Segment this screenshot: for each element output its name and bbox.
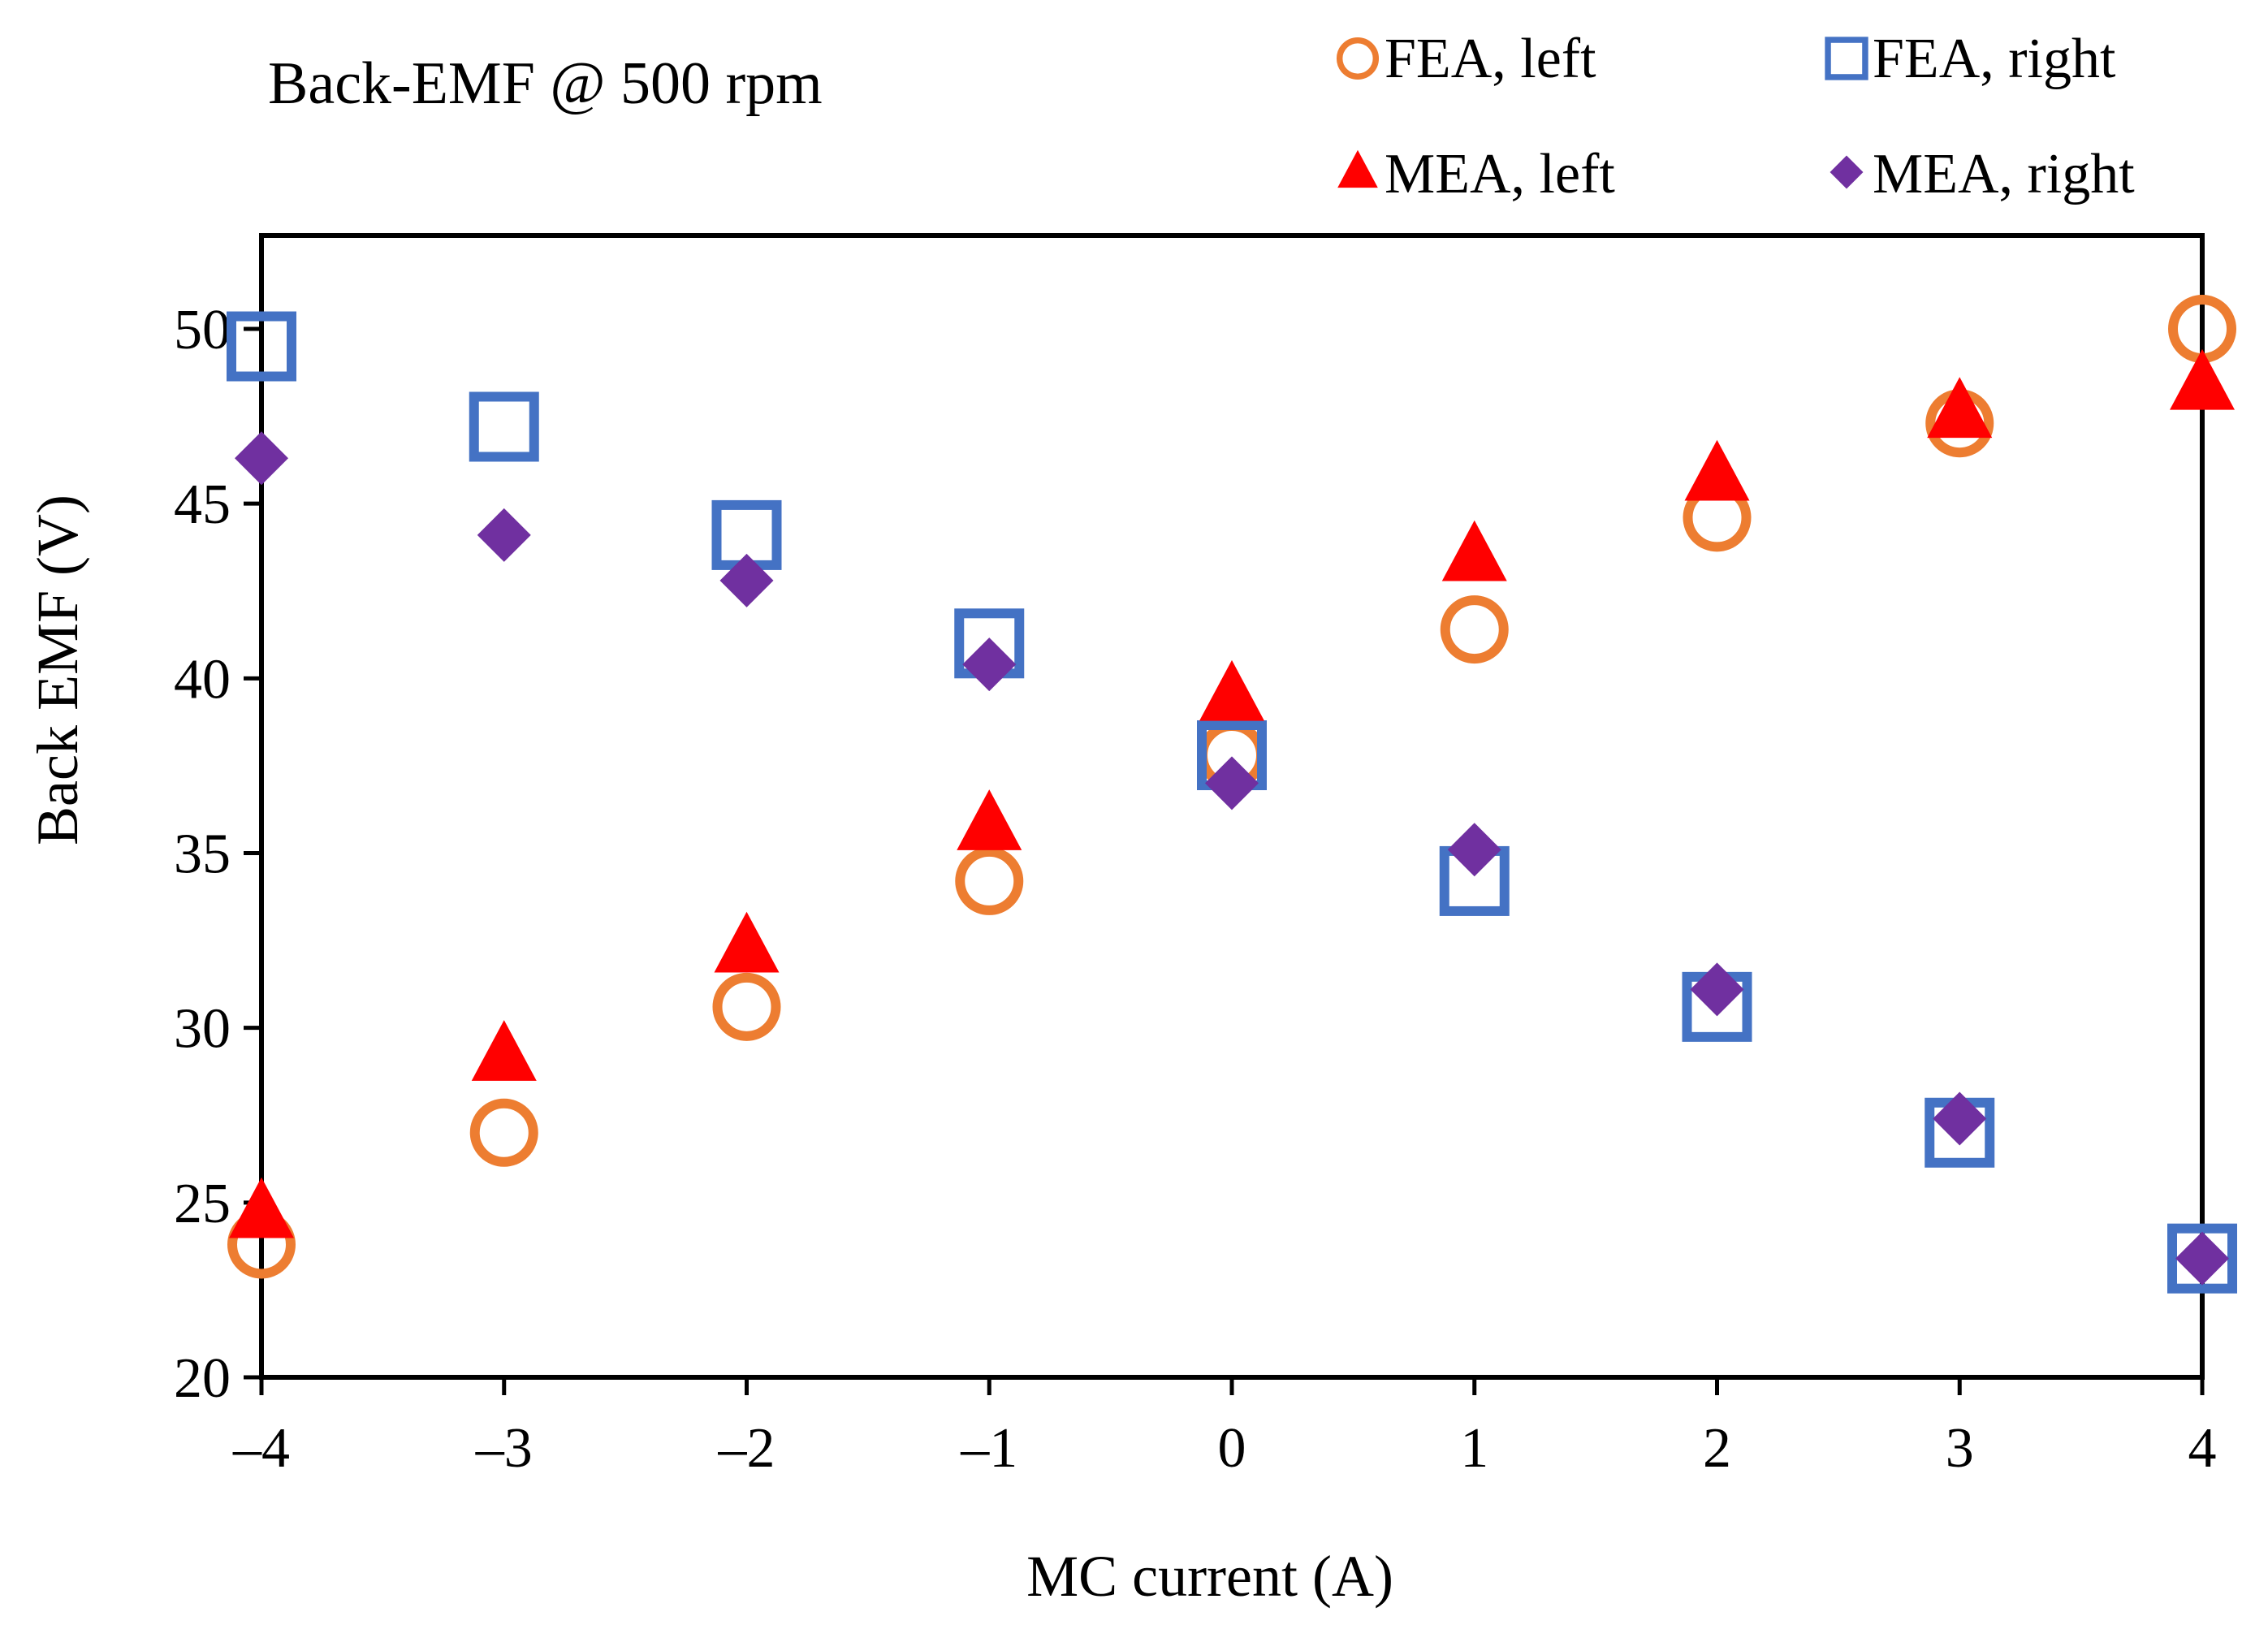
x-tick-label: 1 xyxy=(1460,1417,1488,1480)
data-point xyxy=(2175,1231,2229,1286)
data-point xyxy=(1690,962,1744,1017)
legend-entry-mea-left: MEA, left xyxy=(1337,143,1615,205)
y-tick-label: 25 xyxy=(174,1173,231,1235)
data-point xyxy=(962,637,1017,692)
y-tick-label: 35 xyxy=(174,823,231,886)
y-tick-label: 45 xyxy=(174,473,231,536)
data-point xyxy=(1447,823,1501,877)
data-point xyxy=(719,553,774,607)
x-tick-label: 0 xyxy=(1218,1417,1246,1480)
x-tick-label: 4 xyxy=(2188,1417,2217,1480)
data-point xyxy=(957,789,1022,850)
x-tick-label: –1 xyxy=(960,1417,1017,1480)
data-point xyxy=(229,1177,294,1238)
legend-marker xyxy=(1337,149,1378,188)
data-point xyxy=(955,846,1024,915)
legend-label: MEA, left xyxy=(1385,143,1615,205)
data-point xyxy=(227,311,296,382)
data-point xyxy=(712,972,781,1041)
data-point xyxy=(714,911,780,973)
data-point xyxy=(235,431,288,486)
legend-entry-mea-right: MEA, right xyxy=(1830,143,2135,205)
data-markers xyxy=(227,295,2237,1294)
data-point xyxy=(469,391,539,462)
data-point xyxy=(1441,520,1507,581)
legend-marker xyxy=(1825,37,1868,80)
y-axis-ticks: 20 25 30 35 40 45 50 xyxy=(174,299,261,1410)
legend: FEA, left FEA, right MEA, left MEA, right xyxy=(1336,28,2135,205)
x-tick-label: 3 xyxy=(1946,1417,1974,1480)
y-tick-label: 40 xyxy=(174,648,231,711)
series-mea-left xyxy=(229,348,2235,1238)
data-point xyxy=(2170,348,2235,410)
y-tick-label: 20 xyxy=(174,1347,231,1410)
legend-label: FEA, left xyxy=(1385,28,1596,90)
x-tick-label: –4 xyxy=(232,1417,290,1480)
y-axis-title: Back EMF (V) xyxy=(25,495,90,845)
legend-entry-fea-right: FEA, right xyxy=(1825,28,2116,90)
legend-marker xyxy=(1336,37,1380,80)
y-tick-label: 50 xyxy=(174,299,231,361)
data-point xyxy=(1205,756,1259,810)
data-point xyxy=(477,508,531,562)
legend-label: MEA, right xyxy=(1873,143,2135,205)
x-tick-label: 2 xyxy=(1703,1417,1731,1480)
chart-annotation: Back-EMF @ 500 rpm xyxy=(268,50,823,117)
data-point xyxy=(1440,595,1509,664)
data-point xyxy=(2167,1223,2237,1294)
data-point xyxy=(1927,377,1993,439)
x-axis-ticks: –4 –3 –2 –1 0 1 2 3 4 xyxy=(232,1377,2217,1480)
series-mea-right xyxy=(235,431,2229,1286)
legend-label: FEA, right xyxy=(1873,28,2116,90)
data-point xyxy=(469,1098,538,1167)
y-tick-label: 30 xyxy=(174,998,231,1061)
data-point xyxy=(1684,439,1750,501)
legend-marker xyxy=(1830,155,1864,189)
x-tick-label: –3 xyxy=(475,1417,533,1480)
data-point xyxy=(1199,659,1264,721)
data-point xyxy=(1933,1091,1987,1146)
x-axis-title: MC current (A) xyxy=(1026,1544,1393,1609)
legend-entry-fea-left: FEA, left xyxy=(1336,28,1596,90)
data-point xyxy=(471,1020,537,1081)
x-tick-label: –2 xyxy=(718,1417,775,1480)
